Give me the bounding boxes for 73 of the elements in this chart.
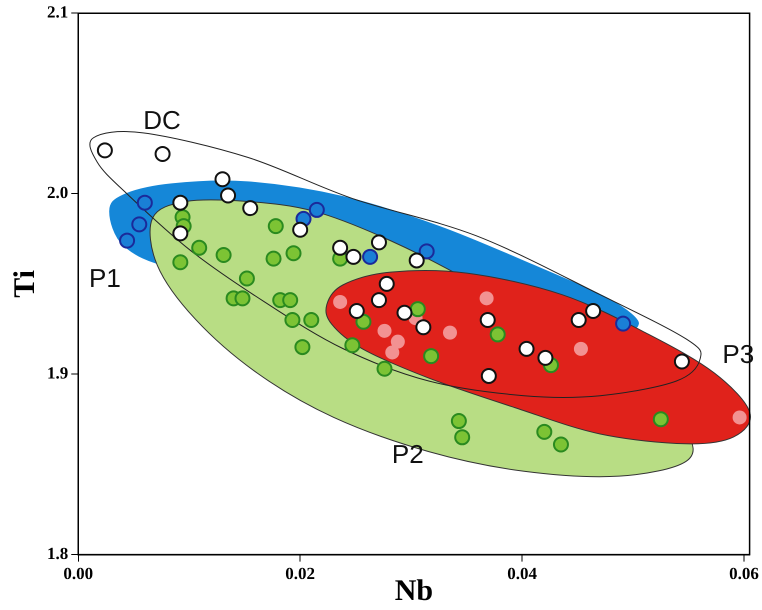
point bbox=[172, 254, 188, 270]
x-tick-label: 0.00 bbox=[63, 564, 94, 584]
point bbox=[286, 245, 302, 262]
point bbox=[172, 225, 188, 242]
point bbox=[136, 194, 153, 211]
y-tick-label: 1.8 bbox=[47, 544, 68, 563]
point bbox=[172, 194, 188, 211]
y-tick-label: 1.9 bbox=[47, 364, 68, 383]
point bbox=[216, 247, 232, 264]
point bbox=[266, 250, 282, 267]
point bbox=[242, 200, 258, 216]
point bbox=[131, 216, 148, 232]
point bbox=[370, 234, 387, 250]
point bbox=[348, 302, 365, 319]
point bbox=[238, 270, 255, 286]
point bbox=[220, 187, 236, 204]
point bbox=[385, 345, 400, 360]
annotation: P1 bbox=[89, 263, 121, 293]
point bbox=[480, 312, 496, 328]
point bbox=[480, 291, 494, 306]
point bbox=[333, 294, 348, 309]
annotation: DC bbox=[143, 105, 181, 136]
point bbox=[284, 312, 300, 328]
point bbox=[294, 339, 310, 356]
point bbox=[415, 319, 432, 336]
point bbox=[378, 324, 392, 338]
point bbox=[119, 232, 136, 249]
x-axis-title: Nb bbox=[394, 574, 434, 607]
point bbox=[378, 276, 395, 292]
point bbox=[396, 304, 412, 321]
point bbox=[585, 302, 602, 319]
point bbox=[570, 312, 587, 328]
point bbox=[370, 292, 387, 308]
point bbox=[732, 410, 747, 424]
x-tick-label: 0.04 bbox=[507, 564, 538, 584]
x-tick-label: 0.06 bbox=[729, 564, 759, 584]
point bbox=[518, 340, 535, 357]
point bbox=[454, 429, 470, 446]
point bbox=[418, 243, 435, 260]
point bbox=[355, 314, 372, 330]
point bbox=[308, 202, 325, 218]
point bbox=[191, 240, 208, 256]
point bbox=[376, 360, 393, 377]
point bbox=[234, 290, 250, 306]
x-tick-label: 0.02 bbox=[285, 564, 316, 584]
point bbox=[345, 248, 362, 265]
point bbox=[490, 326, 506, 342]
point bbox=[574, 342, 588, 356]
point bbox=[344, 337, 360, 354]
point bbox=[537, 350, 554, 366]
annotation: P2 bbox=[392, 438, 424, 469]
y-axis-title: Ti bbox=[8, 270, 41, 298]
point bbox=[536, 424, 552, 440]
point bbox=[442, 326, 457, 340]
point bbox=[292, 222, 308, 238]
y-tick-label: 2.0 bbox=[47, 183, 68, 202]
point bbox=[268, 218, 284, 234]
point bbox=[282, 292, 298, 308]
point bbox=[214, 171, 231, 188]
point bbox=[303, 312, 320, 328]
point bbox=[362, 248, 378, 265]
point bbox=[410, 301, 426, 318]
y-tick-label: 2.1 bbox=[47, 2, 68, 22]
point bbox=[390, 334, 405, 349]
point bbox=[674, 354, 690, 370]
point bbox=[480, 368, 497, 384]
point bbox=[552, 436, 569, 453]
point bbox=[615, 316, 632, 332]
point bbox=[652, 411, 669, 428]
point bbox=[408, 252, 425, 268]
point bbox=[450, 413, 467, 430]
point bbox=[332, 240, 348, 256]
point bbox=[423, 348, 440, 364]
